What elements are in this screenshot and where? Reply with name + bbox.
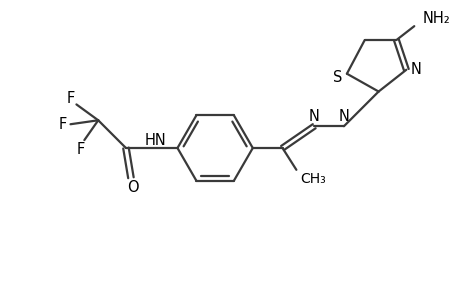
Text: S: S xyxy=(333,70,342,85)
Text: F: F xyxy=(66,91,74,106)
Text: HN: HN xyxy=(145,133,166,148)
Text: CH₃: CH₃ xyxy=(300,172,325,186)
Text: NH₂: NH₂ xyxy=(421,11,449,26)
Text: N: N xyxy=(338,109,349,124)
Text: O: O xyxy=(127,180,139,195)
Text: N: N xyxy=(410,62,421,77)
Text: F: F xyxy=(58,117,67,132)
Text: F: F xyxy=(76,142,84,157)
Text: N: N xyxy=(308,109,319,124)
